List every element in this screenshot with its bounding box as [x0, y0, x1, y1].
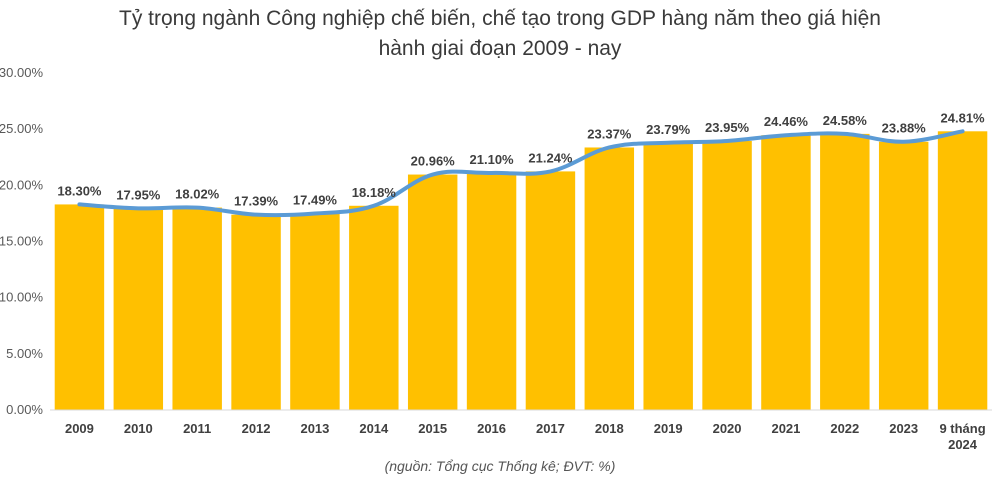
y-tick-label: 30.00% [0, 65, 43, 80]
x-tick-label: 2011 [183, 421, 211, 436]
data-label: 17.39% [234, 194, 279, 209]
bar [820, 133, 870, 410]
bar [466, 172, 517, 410]
bar [290, 213, 340, 410]
data-label: 24.81% [941, 110, 986, 125]
y-axis: 0.00% 5.00% 10.00% 15.00% 20.00% 25.00% 30.00% [0, 65, 43, 417]
data-label: 18.18% [352, 185, 397, 200]
data-label: 23.37% [587, 126, 632, 141]
bar [937, 131, 988, 410]
y-tick-label: 10.00% [0, 290, 43, 305]
x-tick-label: 9 tháng 2024 [939, 421, 985, 452]
y-tick-label: 15.00% [0, 234, 43, 249]
chart-title-line-1: Tỷ trọng ngành Công nghiệp chế biến, chế… [119, 7, 881, 30]
bar [761, 135, 811, 410]
data-label: 18.30% [57, 183, 102, 198]
data-label: 23.79% [646, 122, 691, 137]
trend-line-path [77, 129, 965, 218]
data-label: 23.95% [705, 120, 750, 135]
bar [525, 171, 576, 410]
x-tick-label: 2017 [536, 421, 565, 436]
chart-title: Tỷ trọng ngành Công nghiệp chế biến, chế… [0, 4, 1000, 64]
source-note: (nguồn: Tổng cục Thống kê; ĐVT: %) [384, 458, 616, 474]
bar [878, 141, 929, 411]
bar [643, 142, 693, 410]
bar [231, 214, 281, 410]
x-tick-label: 2020 [713, 421, 742, 436]
data-label: 17.49% [293, 193, 338, 208]
bar [54, 204, 105, 410]
x-axis: 2009 2010 2011 2012 2013 2014 2015 2016 2017 2018… [65, 421, 986, 452]
y-tick-label: 20.00% [0, 177, 43, 192]
x-tick-label: 2012 [242, 421, 271, 436]
bars [54, 131, 988, 411]
y-tick-label: 25.00% [0, 121, 43, 136]
trend-line [77, 129, 965, 218]
bar [702, 140, 752, 410]
x-tick-label: 2016 [477, 421, 506, 436]
data-label: 21.10% [470, 152, 515, 167]
bar [113, 208, 164, 410]
data-label: 18.02% [175, 187, 220, 202]
data-label: 24.58% [823, 113, 868, 128]
x-tick-label: 2019 [654, 421, 683, 436]
bar [584, 147, 635, 411]
x-tick-label: 2009 [65, 421, 94, 436]
x-tick-label: 2010 [124, 421, 153, 436]
y-tick-label: 5.00% [6, 346, 43, 361]
data-label: 23.88% [882, 121, 927, 136]
data-labels: 18.30% 17.95% 18.02% 17.39% 17.49% 18.18% 20.9… [57, 110, 985, 208]
x-tick-label: 2015 [418, 421, 447, 436]
y-tick-label: 0.00% [6, 402, 43, 417]
x-tick-label: 2014 [359, 421, 389, 436]
x-tick-label: 2013 [300, 421, 329, 436]
x-tick-label: 2023 [889, 421, 918, 436]
x-tick-label: 2022 [830, 421, 859, 436]
chart-title-line-2: hành giai đoạn 2009 - nay [378, 37, 622, 60]
x-tick-label: 2018 [595, 421, 624, 436]
bar [172, 207, 222, 410]
bar [407, 174, 458, 410]
data-label: 17.95% [116, 187, 161, 202]
data-label: 20.96% [411, 154, 456, 169]
bar [349, 205, 399, 410]
x-tick-label: 2021 [771, 421, 800, 436]
data-label: 24.46% [764, 114, 809, 129]
data-label: 21.24% [528, 150, 573, 165]
